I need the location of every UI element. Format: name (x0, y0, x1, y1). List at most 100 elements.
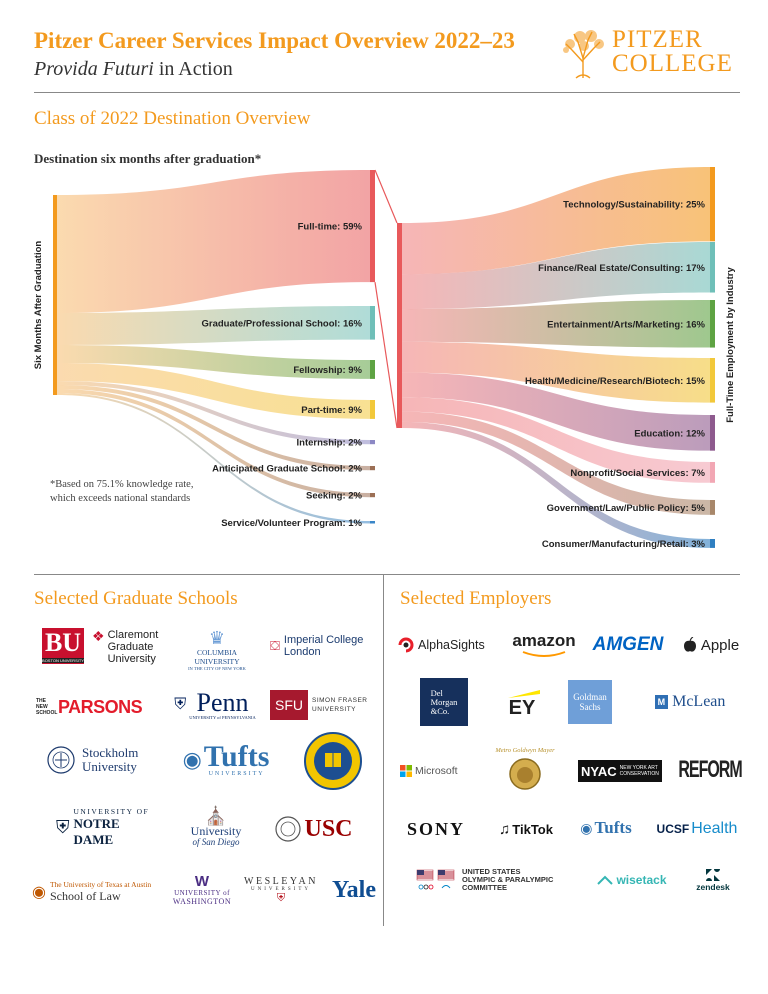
logo-ey: EY (500, 686, 544, 722)
ey-wordmark: EY (508, 697, 536, 719)
apple-wordmark: Apple (700, 636, 740, 654)
uw-line-2: WASHINGTON (172, 896, 232, 906)
industry-label: Finance/Real Estate/Consulting: 17% (538, 263, 705, 274)
parsons-wordmark: PARSONS (58, 696, 143, 717)
section-divider (34, 574, 740, 575)
logo-mgm: Metro Goldwyn Mayer (488, 744, 562, 794)
flow-to-destination (57, 381, 370, 445)
penn-wordmark: Penn (196, 687, 249, 717)
logo-uc-irvine (302, 730, 364, 792)
industry-node (710, 167, 715, 242)
zendesk-icon (706, 869, 720, 881)
industry-node (710, 539, 715, 548)
delmorgan-line-3: &Co. (430, 705, 450, 716)
logo-tiktok: ♫ TikTok (490, 818, 562, 840)
uci-seal-icon (304, 732, 362, 790)
tufts-sub: UNIVERSITY (208, 771, 265, 777)
sfu-line-1: SIMON FRASER (312, 697, 368, 704)
destination-label: Seeking: 2% (306, 491, 363, 502)
industry-label: Nonprofit/Social Services: 7% (570, 468, 705, 479)
usopc-line-2: OLYMPIC & PARALYMPIC (462, 875, 554, 884)
destination-node (370, 170, 375, 283)
logo-ut-austin-law: ◉ The University of Texas at Austin Scho… (32, 878, 162, 906)
logo-san-diego: ⛪ University of San Diego (184, 800, 248, 854)
ut-seal-icon: ◉ (32, 884, 46, 901)
destination-label: Fellowship: 9% (293, 365, 362, 376)
tufts-elephant-icon: ◉ (182, 747, 202, 772)
amgen-wordmark: AMGEN (592, 634, 664, 655)
ut-line-1: The University of Texas at Austin (49, 880, 152, 889)
industry-label: Government/Law/Public Policy: 5% (547, 503, 706, 514)
logo-tufts: ◉ Tufts UNIVERSITY (170, 740, 282, 780)
usc-seal-icon (275, 816, 302, 842)
flow-to-industry (402, 341, 710, 403)
industry-axis-label: Full-Time Employment by Industry (725, 267, 736, 423)
flow-to-industry (402, 372, 710, 451)
amazon-smile-icon (522, 651, 566, 657)
mclean-icon: M (654, 695, 669, 709)
nyac-sub: NEW YORK ART CONSERVATION (619, 765, 659, 777)
logo-sony: SONY (396, 818, 476, 840)
uw-line-1: UNIVERSITY of (174, 888, 230, 897)
destination-label: Graduate/Professional School: 16% (202, 318, 363, 329)
industry-node (710, 358, 715, 403)
wisetack-wordmark: wisetack (616, 873, 667, 887)
microsoft-icon (400, 765, 412, 777)
destination-node (370, 400, 375, 419)
usopc-line-1: UNITED STATES (462, 867, 521, 876)
sony-wordmark: SONY (406, 818, 465, 839)
flow-to-industry (402, 421, 710, 548)
logo-tufts-employer: ◉ Tufts (574, 814, 638, 842)
subtitle-latin: Provida Futuri (34, 58, 154, 80)
destination-label: Internship: 2% (297, 438, 363, 449)
flow-to-destination (57, 389, 370, 498)
logo-microsoft: Microsoft (400, 760, 466, 782)
logo-line-2: COLLEGE (612, 50, 733, 77)
claremont-line-1: Claremont (107, 629, 159, 641)
industry-node (710, 462, 715, 483)
flow-to-industry (402, 397, 710, 483)
ucsf-wordmark: UCSF (656, 822, 690, 836)
fulltime-connector (374, 169, 398, 429)
claremont-line-2: Graduate (107, 641, 154, 653)
industry-node (710, 500, 715, 515)
imperial-line-1: Imperial College (283, 634, 364, 646)
penn-sub: UNIVERSITY of PENNSYLVANIA (189, 714, 256, 720)
destination-section-title: Class of 2022 Destination Overview (34, 108, 311, 129)
usc-wordmark: USC (304, 815, 353, 842)
industry-label: Technology/Sustainability: 25% (563, 200, 705, 211)
reform-wordmark: REFORM (678, 757, 742, 784)
destination-node (370, 521, 375, 524)
tufts-employer-icon: ◉ (580, 819, 593, 836)
apple-icon (683, 637, 696, 652)
goldman-line-1: Goldman (573, 692, 607, 702)
flame-icon: ❖ (92, 628, 105, 644)
usd-tower-icon: ⛪ (204, 806, 228, 826)
amazon-wordmark: amazon (512, 631, 576, 650)
column-divider (383, 574, 384, 926)
source-node (53, 195, 57, 395)
logo-wordmark: PITZER COLLEGE (612, 27, 733, 77)
tree-icon (563, 30, 604, 79)
logo-parsons: THE NEW SCHOOL PARSONS (36, 690, 146, 724)
nd-line-1: UNIVERSITY OF (73, 806, 150, 816)
flow-to-industry (402, 411, 710, 515)
employers-title: Selected Employers (400, 588, 552, 609)
newschool-mark: THE NEW SCHOOL (36, 698, 58, 716)
industry-label: Consumer/Manufacturing/Retail: 3% (542, 539, 706, 550)
logo-mclean: M McLean (640, 688, 740, 716)
zendesk-wordmark: zendesk (696, 882, 730, 892)
footnote: *Based on 75.1% knowledge rate, which ex… (50, 479, 194, 504)
bu-wordmark: BU (44, 628, 82, 657)
logo-zendesk: zendesk (688, 864, 738, 896)
nd-line-2: NOTRE DAME (73, 815, 120, 847)
crest-icon: ⛋ (270, 638, 280, 653)
page-header: Pitzer Career Services Impact Overview 2… (34, 28, 740, 90)
logo-nyac: NYAC NEW YORK ART CONSERVATION (578, 760, 662, 782)
destination-node (370, 440, 375, 445)
stockholm-line-1: Stockholm (82, 745, 139, 760)
logo-del-morgan: Del Morgan &Co. (420, 678, 468, 726)
sfu-line-2: UNIVERSITY (312, 706, 357, 713)
flow-to-destination (57, 385, 370, 471)
logo-amazon: amazon (508, 630, 580, 660)
